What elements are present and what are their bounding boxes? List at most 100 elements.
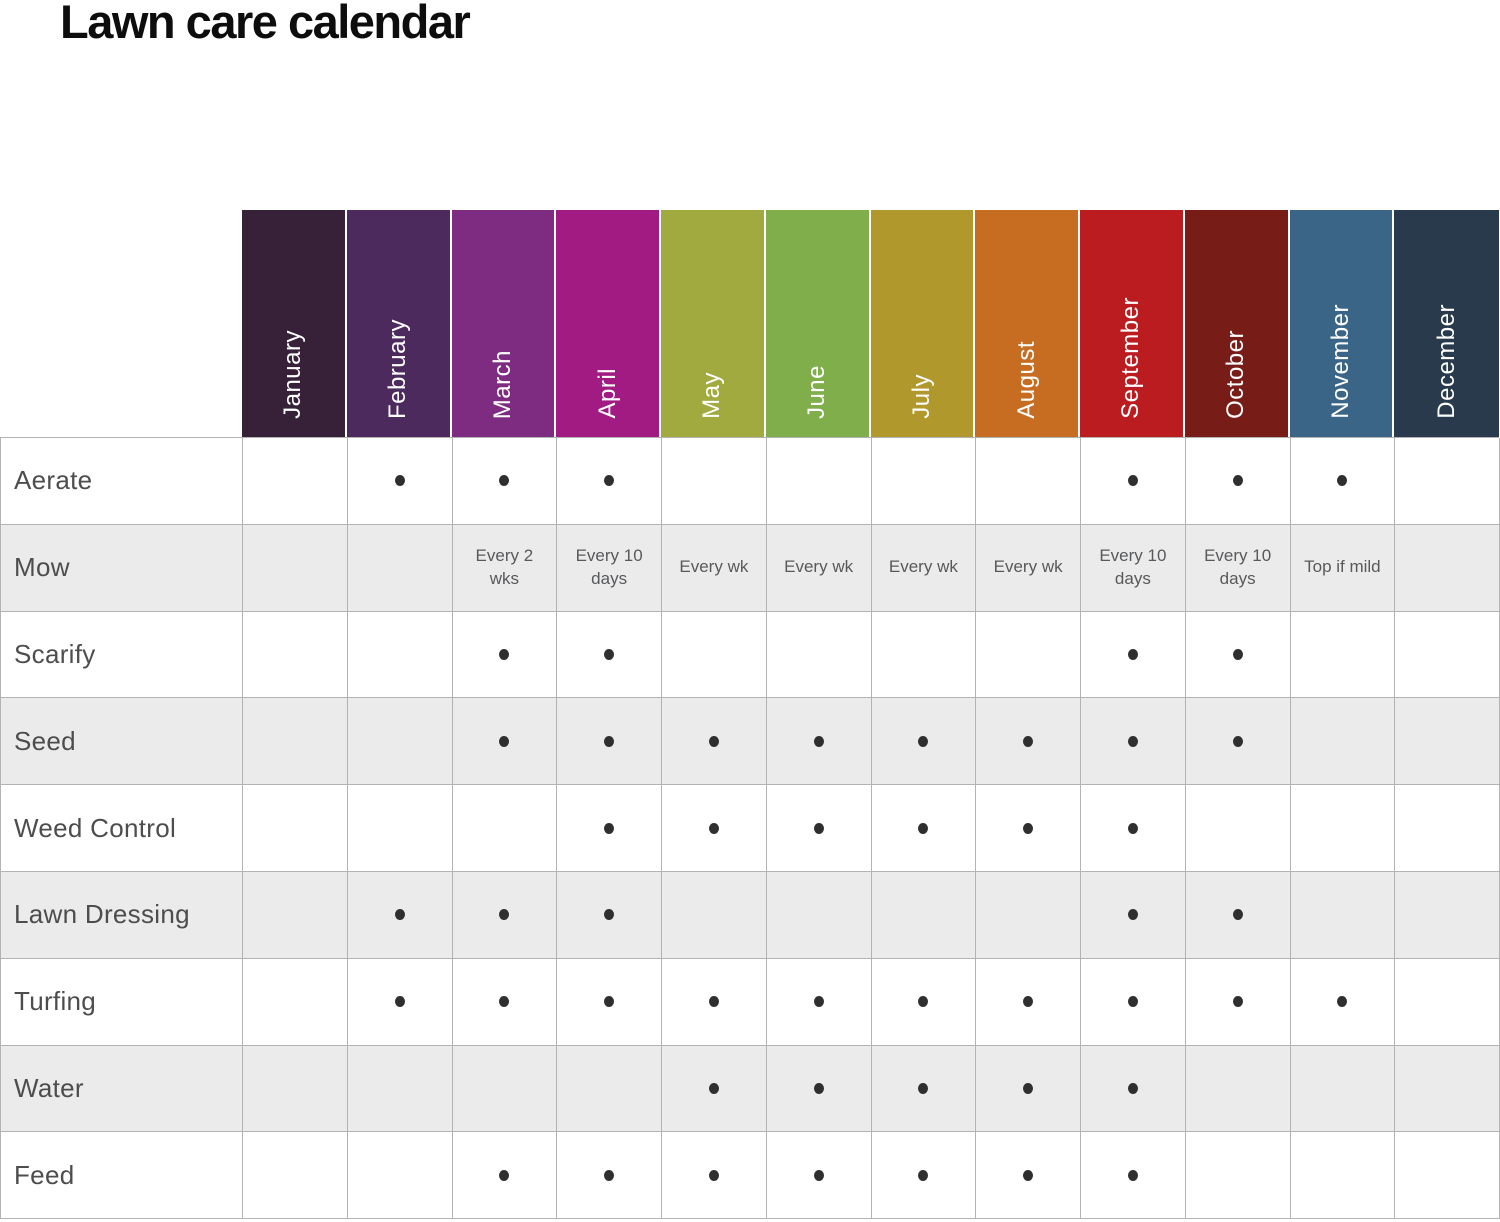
dot-marker: [918, 1169, 929, 1181]
row-label-mow: Mow: [1, 524, 243, 612]
cell-mow-january: [243, 524, 348, 612]
row-label-weed-control: Weed Control: [1, 785, 243, 872]
cell-turfing-november: [1290, 958, 1396, 1046]
dot-marker: [499, 475, 510, 487]
cell-aerate-july: [871, 438, 977, 525]
cell-seed-april: [557, 698, 662, 786]
dot-marker: [1232, 648, 1243, 660]
month-label: June: [803, 364, 831, 419]
cell-turfing-december: [1395, 958, 1500, 1046]
dot-marker: [918, 822, 929, 834]
cell-seed-october: [1185, 698, 1291, 786]
dot-marker: [813, 1082, 824, 1094]
dot-marker: [394, 475, 405, 487]
cell-frequency-text: Every wk: [784, 557, 854, 577]
month-header-april: April: [556, 210, 661, 437]
cell-seed-may: [662, 698, 767, 786]
cell-turfing-august: [976, 958, 1081, 1046]
dot-marker: [604, 996, 615, 1008]
dot-marker: [918, 1082, 929, 1094]
dot-marker: [604, 1169, 615, 1181]
month-label: October: [1222, 330, 1250, 419]
cell-frequency-text: Every wk: [993, 557, 1063, 577]
month-label: January: [279, 330, 307, 419]
dot-marker: [1337, 475, 1348, 487]
cell-scarify-april: [557, 611, 662, 699]
cell-scarify-january: [243, 611, 348, 699]
cell-seed-november: [1290, 698, 1396, 786]
cell-scarify-august: [976, 611, 1081, 699]
table-corner-spacer: [0, 210, 242, 437]
dot-marker: [1127, 822, 1138, 834]
cell-feed-april: [557, 1132, 662, 1220]
dot-marker: [499, 909, 510, 921]
cell-water-july: [871, 1045, 977, 1133]
month-label: February: [384, 318, 412, 419]
dot-marker: [604, 909, 615, 921]
cell-water-february: [347, 1045, 453, 1133]
cell-mow-september: Every 10 days: [1081, 524, 1186, 612]
cell-aerate-february: [347, 438, 453, 525]
month-label: March: [488, 349, 516, 419]
cell-scarify-november: [1290, 611, 1396, 699]
dot-marker: [1127, 475, 1138, 487]
cell-water-may: [662, 1045, 767, 1133]
cell-feed-august: [976, 1132, 1081, 1220]
cell-frequency-text: Every wk: [679, 557, 749, 577]
dot-marker: [813, 996, 824, 1008]
cell-seed-june: [766, 698, 872, 786]
cell-scarify-december: [1395, 611, 1500, 699]
dot-marker: [813, 735, 824, 747]
cell-lawn-dressing-july: [871, 871, 977, 959]
cell-feed-july: [871, 1132, 977, 1220]
cell-lawn-dressing-march: [452, 871, 558, 959]
cell-mow-may: Every wk: [662, 524, 767, 612]
page-title: Lawn care calendar: [60, 0, 471, 48]
cell-feed-march: [452, 1132, 558, 1220]
dot-marker: [499, 1169, 510, 1181]
cell-weed-control-january: [243, 785, 348, 872]
cell-seed-february: [347, 698, 453, 786]
cell-frequency-text: Every 2 wks: [475, 545, 534, 588]
dot-marker: [708, 1082, 719, 1094]
cell-mow-march: Every 2 wks: [452, 524, 558, 612]
month-label: April: [593, 368, 621, 419]
dot-marker: [604, 648, 615, 660]
cell-mow-november: Top if mild: [1290, 524, 1396, 612]
cell-lawn-dressing-may: [662, 871, 767, 959]
cell-feed-november: [1290, 1132, 1396, 1220]
cell-frequency-text: Every 10 days: [575, 545, 643, 588]
month-header-september: September: [1080, 210, 1185, 437]
cell-lawn-dressing-november: [1290, 871, 1396, 959]
cell-water-august: [976, 1045, 1081, 1133]
dot-marker: [499, 996, 510, 1008]
cell-aerate-may: [662, 438, 767, 525]
row-label-feed: Feed: [1, 1132, 243, 1220]
cell-turfing-june: [766, 958, 872, 1046]
month-header-june: June: [765, 210, 871, 437]
dot-marker: [1127, 1169, 1138, 1181]
cell-weed-control-december: [1395, 785, 1500, 872]
cell-aerate-december: [1395, 438, 1500, 525]
cell-feed-june: [766, 1132, 872, 1220]
cell-water-january: [243, 1045, 348, 1133]
lawn-care-calendar-table: January February March April May June July Augu…: [0, 210, 1500, 1220]
dot-marker: [1127, 909, 1138, 921]
dot-marker: [1232, 996, 1243, 1008]
cell-weed-control-april: [557, 785, 662, 872]
cell-seed-july: [871, 698, 977, 786]
cell-mow-august: Every wk: [976, 524, 1081, 612]
cell-weed-control-september: [1081, 785, 1186, 872]
cell-scarify-march: [452, 611, 558, 699]
dot-marker: [708, 996, 719, 1008]
cell-aerate-march: [452, 438, 558, 525]
month-label: September: [1117, 297, 1145, 419]
cell-aerate-january: [243, 438, 348, 525]
month-label: May: [698, 372, 726, 419]
dot-marker: [1023, 1082, 1034, 1094]
row-label-scarify: Scarify: [1, 611, 243, 699]
dot-marker: [394, 996, 405, 1008]
cell-seed-december: [1395, 698, 1500, 786]
cell-seed-january: [243, 698, 348, 786]
